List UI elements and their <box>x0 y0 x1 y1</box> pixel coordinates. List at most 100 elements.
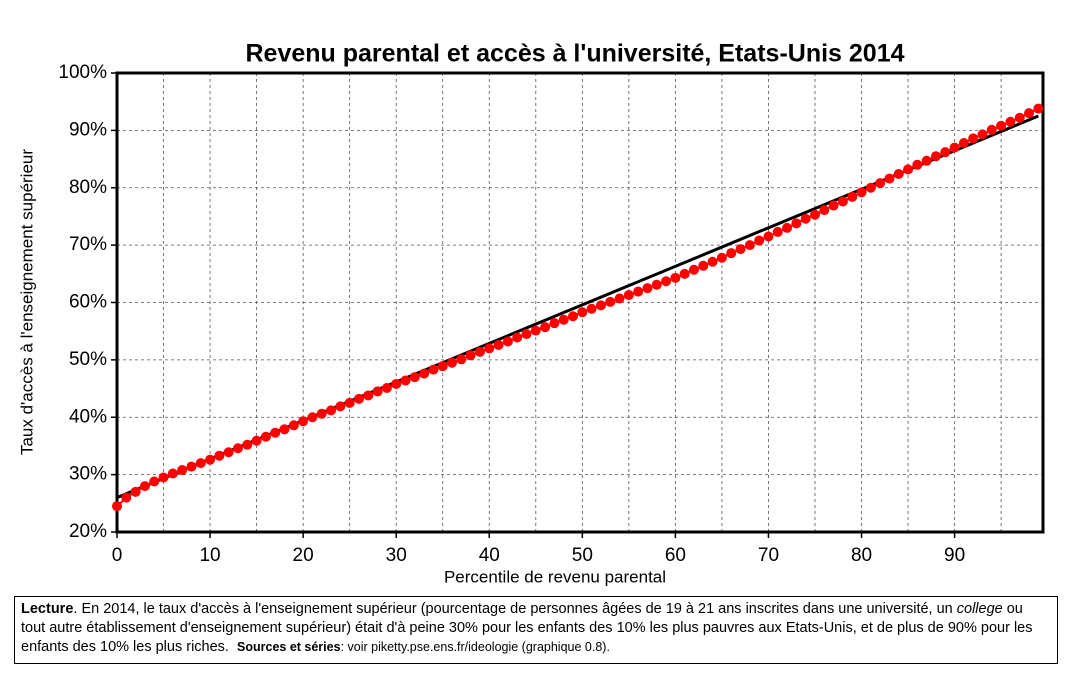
point <box>912 159 923 170</box>
note-text: ou tout autre établissement d'enseigneme… <box>21 601 1033 655</box>
point <box>958 137 969 148</box>
x-tick-label: 0 <box>112 545 123 566</box>
point <box>819 205 830 216</box>
point <box>689 264 700 275</box>
point <box>996 120 1007 131</box>
point <box>130 486 141 497</box>
point <box>298 416 309 427</box>
point <box>726 248 737 259</box>
point <box>353 393 364 404</box>
point <box>121 492 132 503</box>
point <box>605 296 616 307</box>
point <box>865 182 876 193</box>
y-tick-label: 20% <box>69 521 107 542</box>
point <box>903 164 914 175</box>
point <box>800 213 811 224</box>
x-tick-label: 90 <box>944 545 965 566</box>
y-tick-label: 50% <box>69 349 107 370</box>
point <box>837 196 848 207</box>
point <box>456 354 467 365</box>
point <box>242 439 253 450</box>
point <box>595 300 606 311</box>
y-tick-label: 40% <box>69 406 107 427</box>
point <box>493 339 504 350</box>
point <box>512 332 523 343</box>
point <box>428 364 439 375</box>
point <box>391 378 402 389</box>
point <box>930 151 941 162</box>
point <box>568 311 579 322</box>
point <box>1024 108 1035 119</box>
x-tick-label: 80 <box>851 545 872 566</box>
point <box>661 276 672 287</box>
point <box>772 226 783 237</box>
note: Lecture. En 2014, le taux d'accès à l'en… <box>14 596 1058 664</box>
point <box>307 412 318 423</box>
point <box>326 405 337 416</box>
note-text: . En 2014, le taux d'accès à l'enseignem… <box>73 601 957 617</box>
point <box>484 343 495 354</box>
point <box>112 501 122 512</box>
point <box>1033 103 1044 114</box>
point <box>251 435 262 446</box>
point <box>633 286 644 297</box>
point <box>316 408 327 419</box>
point <box>400 375 411 386</box>
point <box>698 260 709 271</box>
point <box>232 443 243 454</box>
point <box>419 368 430 379</box>
point <box>270 427 281 438</box>
y-tick-label: 30% <box>69 464 107 485</box>
series-line <box>116 107 1039 507</box>
point <box>754 235 765 246</box>
point <box>372 386 383 397</box>
point <box>167 468 178 479</box>
y-tick-label: 60% <box>69 292 107 313</box>
point <box>716 252 727 263</box>
x-tick-label: 30 <box>386 545 407 566</box>
x-tick-label: 20 <box>293 545 314 566</box>
point <box>828 200 839 211</box>
note-lead: Lecture <box>21 601 74 617</box>
point <box>614 293 625 304</box>
x-tick-label: 50 <box>572 545 593 566</box>
point <box>502 336 513 347</box>
point <box>344 397 355 408</box>
point <box>949 142 960 153</box>
sources: : voir piketty.pse.ens.fr/ideologie (gra… <box>340 640 610 654</box>
point <box>586 303 597 314</box>
point <box>474 346 485 357</box>
point <box>214 450 225 461</box>
x-tick-label: 10 <box>199 545 220 566</box>
chart-title: Revenu parental et accès à l'université,… <box>245 40 904 68</box>
note-italic: college <box>956 601 1003 617</box>
x-tick-label: 40 <box>479 545 500 566</box>
y-tick-label: 70% <box>69 234 107 255</box>
point <box>260 431 271 442</box>
point <box>875 178 886 189</box>
x-tick-label: 60 <box>665 545 686 566</box>
point <box>1014 112 1025 123</box>
point <box>893 168 904 179</box>
point <box>139 481 150 492</box>
plot-frame <box>115 71 1045 534</box>
point <box>940 147 951 158</box>
point <box>223 447 234 458</box>
point <box>530 325 541 336</box>
point <box>977 129 988 140</box>
point <box>186 461 197 472</box>
point <box>363 390 374 401</box>
point <box>1005 116 1016 127</box>
point <box>670 272 681 283</box>
point <box>623 290 634 301</box>
chart: Revenu parental et accès à l'université,… <box>17 40 1045 586</box>
point <box>381 382 392 393</box>
point <box>409 372 420 383</box>
point <box>707 256 718 267</box>
point <box>847 191 858 202</box>
point <box>744 240 755 251</box>
point <box>577 307 588 318</box>
point <box>149 476 160 487</box>
point <box>856 187 867 198</box>
